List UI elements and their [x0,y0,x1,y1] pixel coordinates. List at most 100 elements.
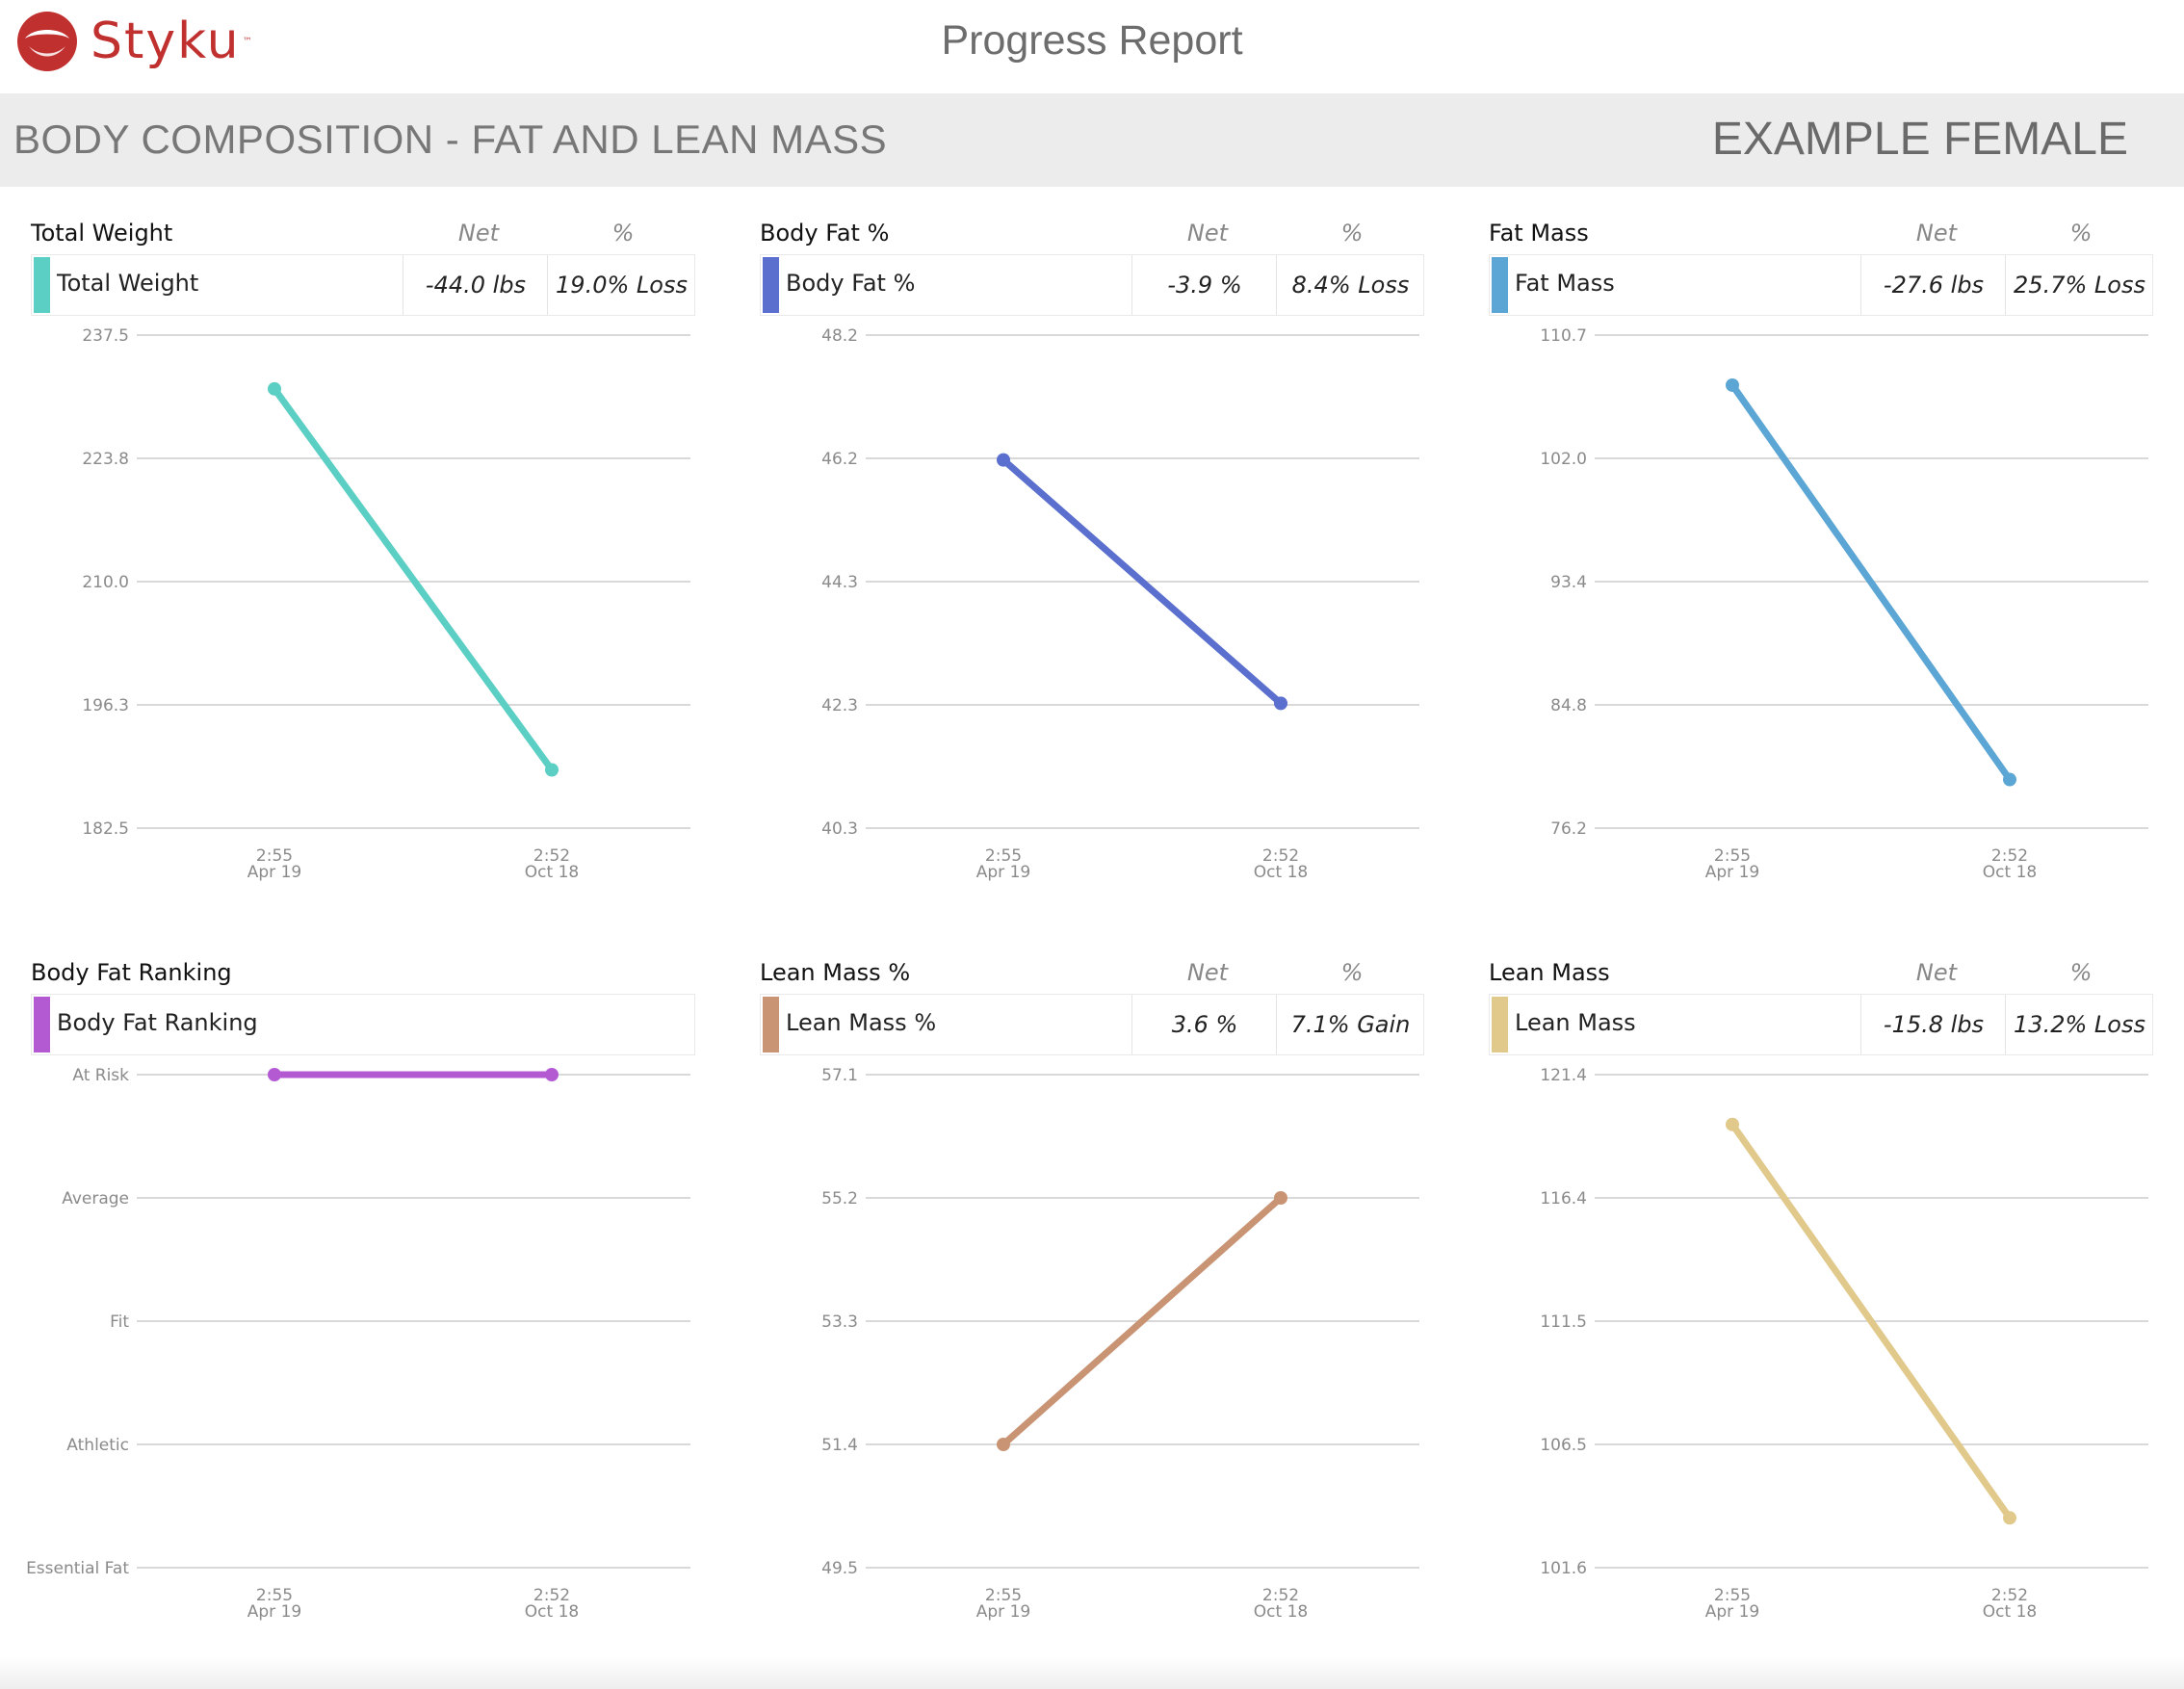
x-tick-label: Oct 18 [1983,1602,2037,1622]
x-tick-label: Apr 19 [1705,1602,1759,1622]
data-point[interactable] [997,1438,1010,1451]
percent-change-value: 7.1% Gain [1276,995,1424,1054]
y-tick-label: 44.3 [821,573,858,592]
data-point[interactable] [1274,1191,1287,1205]
y-tick-label: 223.8 [82,450,129,469]
legend-label: Total Weight [57,270,199,297]
legend-label: Body Fat Ranking [57,1009,258,1036]
y-tick-label: Average [62,1189,129,1208]
x-tick-label: 2:52 [533,1586,570,1605]
y-tick-label: 46.2 [821,450,858,469]
y-tick-label: Fit [110,1312,129,1332]
percent-change-value: 25.7% Loss [2005,255,2153,315]
net-change-value: -15.8 lbs [1860,995,2006,1054]
net-column-header: Net [457,220,500,247]
data-point[interactable] [997,453,1010,467]
net-change-value: -44.0 lbs [403,255,548,315]
net-column-header: Net [1186,220,1229,247]
legend-label: Body Fat % [786,270,916,297]
x-tick-label: Oct 18 [525,1602,579,1622]
data-point[interactable] [1726,377,1739,392]
y-tick-label: 93.4 [1550,573,1587,592]
legend-row: Lean Mass % 3.6 % 7.1% Gain [760,994,1424,1055]
x-tick-label: 2:52 [533,846,570,866]
y-tick-label: 111.5 [1540,1312,1587,1332]
legend-row: Lean Mass -15.8 lbs 13.2% Loss [1489,994,2153,1055]
report-title: Progress Report [941,17,1243,64]
series-line [1729,381,2014,784]
x-tick-label: Oct 18 [1983,863,2037,882]
series-line [271,385,556,773]
legend-label: Lean Mass [1515,1009,1636,1036]
chart-title: Lean Mass [1489,959,1610,986]
data-point[interactable] [2003,1511,2016,1525]
y-tick-label: Essential Fat [26,1559,129,1578]
legend-label: Lean Mass % [786,1009,937,1036]
percent-change-value: 19.0% Loss [547,255,695,315]
data-point[interactable] [1726,1117,1739,1131]
y-tick-label: 121.4 [1540,1066,1587,1085]
y-tick-label: Athletic [66,1436,129,1455]
x-tick-label: Apr 19 [247,863,301,882]
legend-row: Fat Mass -27.6 lbs 25.7% Loss [1489,254,2153,316]
percent-column-header: % [1340,959,1364,986]
net-column-header: Net [1915,220,1958,247]
footer-shade [0,1656,2184,1689]
chart-panel: Body Fat Ranking Body Fat Ranking At Risk A… [26,959,695,1683]
x-tick-label: 2:52 [1991,1586,2028,1605]
net-change-value: -27.6 lbs [1860,255,2006,315]
data-point[interactable] [268,1068,281,1081]
x-tick-label: 2:52 [1262,1586,1299,1605]
chart-panel: Body Fat % Net% Body Fat % -3.9 % 8.4% Loss 4… [760,220,1424,944]
y-tick-label: 182.5 [82,819,129,839]
x-tick-label: Oct 18 [1254,863,1308,882]
chart-panel: Fat Mass Net% Fat Mass -27.6 lbs 25.7% Loss 1… [1489,220,2153,944]
data-point[interactable] [2003,772,2016,787]
styku-logo-icon [17,12,77,71]
y-tick-label: 51.4 [821,1436,858,1455]
top-bar: Styku ™ Progress Report [0,0,2184,92]
y-tick-label: 55.2 [821,1189,858,1208]
percent-column-header: % [2069,220,2093,247]
x-tick-label: 2:52 [1262,846,1299,866]
series-color-swatch [34,257,50,313]
data-point[interactable] [545,1068,559,1081]
net-change-value: -3.9 % [1131,255,1277,315]
legend-label: Fat Mass [1515,270,1615,297]
series-color-swatch [1492,997,1508,1052]
data-point[interactable] [545,763,559,777]
x-tick-label: Apr 19 [976,863,1030,882]
net-change-value: 3.6 % [1131,995,1277,1054]
y-tick-label: 196.3 [82,696,129,715]
chart-panel: Lean Mass Net% Lean Mass -15.8 lbs 13.2% Los… [1489,959,2153,1683]
y-tick-label: At Risk [72,1066,129,1085]
data-point[interactable] [268,381,281,396]
chart-title: Fat Mass [1489,220,1589,247]
section-title: BODY COMPOSITION - FAT AND LEAN MASS [13,117,888,162]
percent-change-value: 8.4% Loss [1276,255,1424,315]
y-tick-label: 53.3 [821,1312,858,1332]
percent-column-header: % [2069,959,2093,986]
series-color-swatch [763,997,779,1052]
x-tick-label: 2:55 [256,846,293,866]
y-tick-label: 42.3 [821,696,858,715]
legend-row: Total Weight -44.0 lbs 19.0% Loss [31,254,695,316]
x-tick-label: 2:55 [1714,1586,1751,1605]
styku-logo: Styku ™ [15,8,252,75]
series-line [1000,1194,1285,1448]
chart-panel: Lean Mass % Net% Lean Mass % 3.6 % 7.1% Gain… [760,959,1424,1683]
x-tick-label: 2:55 [985,1586,1022,1605]
data-point[interactable] [1274,696,1287,711]
y-tick-label: 101.6 [1540,1559,1587,1578]
x-tick-label: Apr 19 [247,1602,301,1622]
section-band: BODY COMPOSITION - FAT AND LEAN MASS EXA… [0,93,2184,187]
net-column-header: Net [1186,959,1229,986]
chart-title: Total Weight [31,220,173,247]
y-tick-label: 49.5 [821,1559,858,1578]
legend-row: Body Fat Ranking [31,994,695,1055]
x-tick-label: Apr 19 [976,1602,1030,1622]
chart-title: Body Fat Ranking [31,959,232,986]
x-tick-label: Oct 18 [525,863,579,882]
